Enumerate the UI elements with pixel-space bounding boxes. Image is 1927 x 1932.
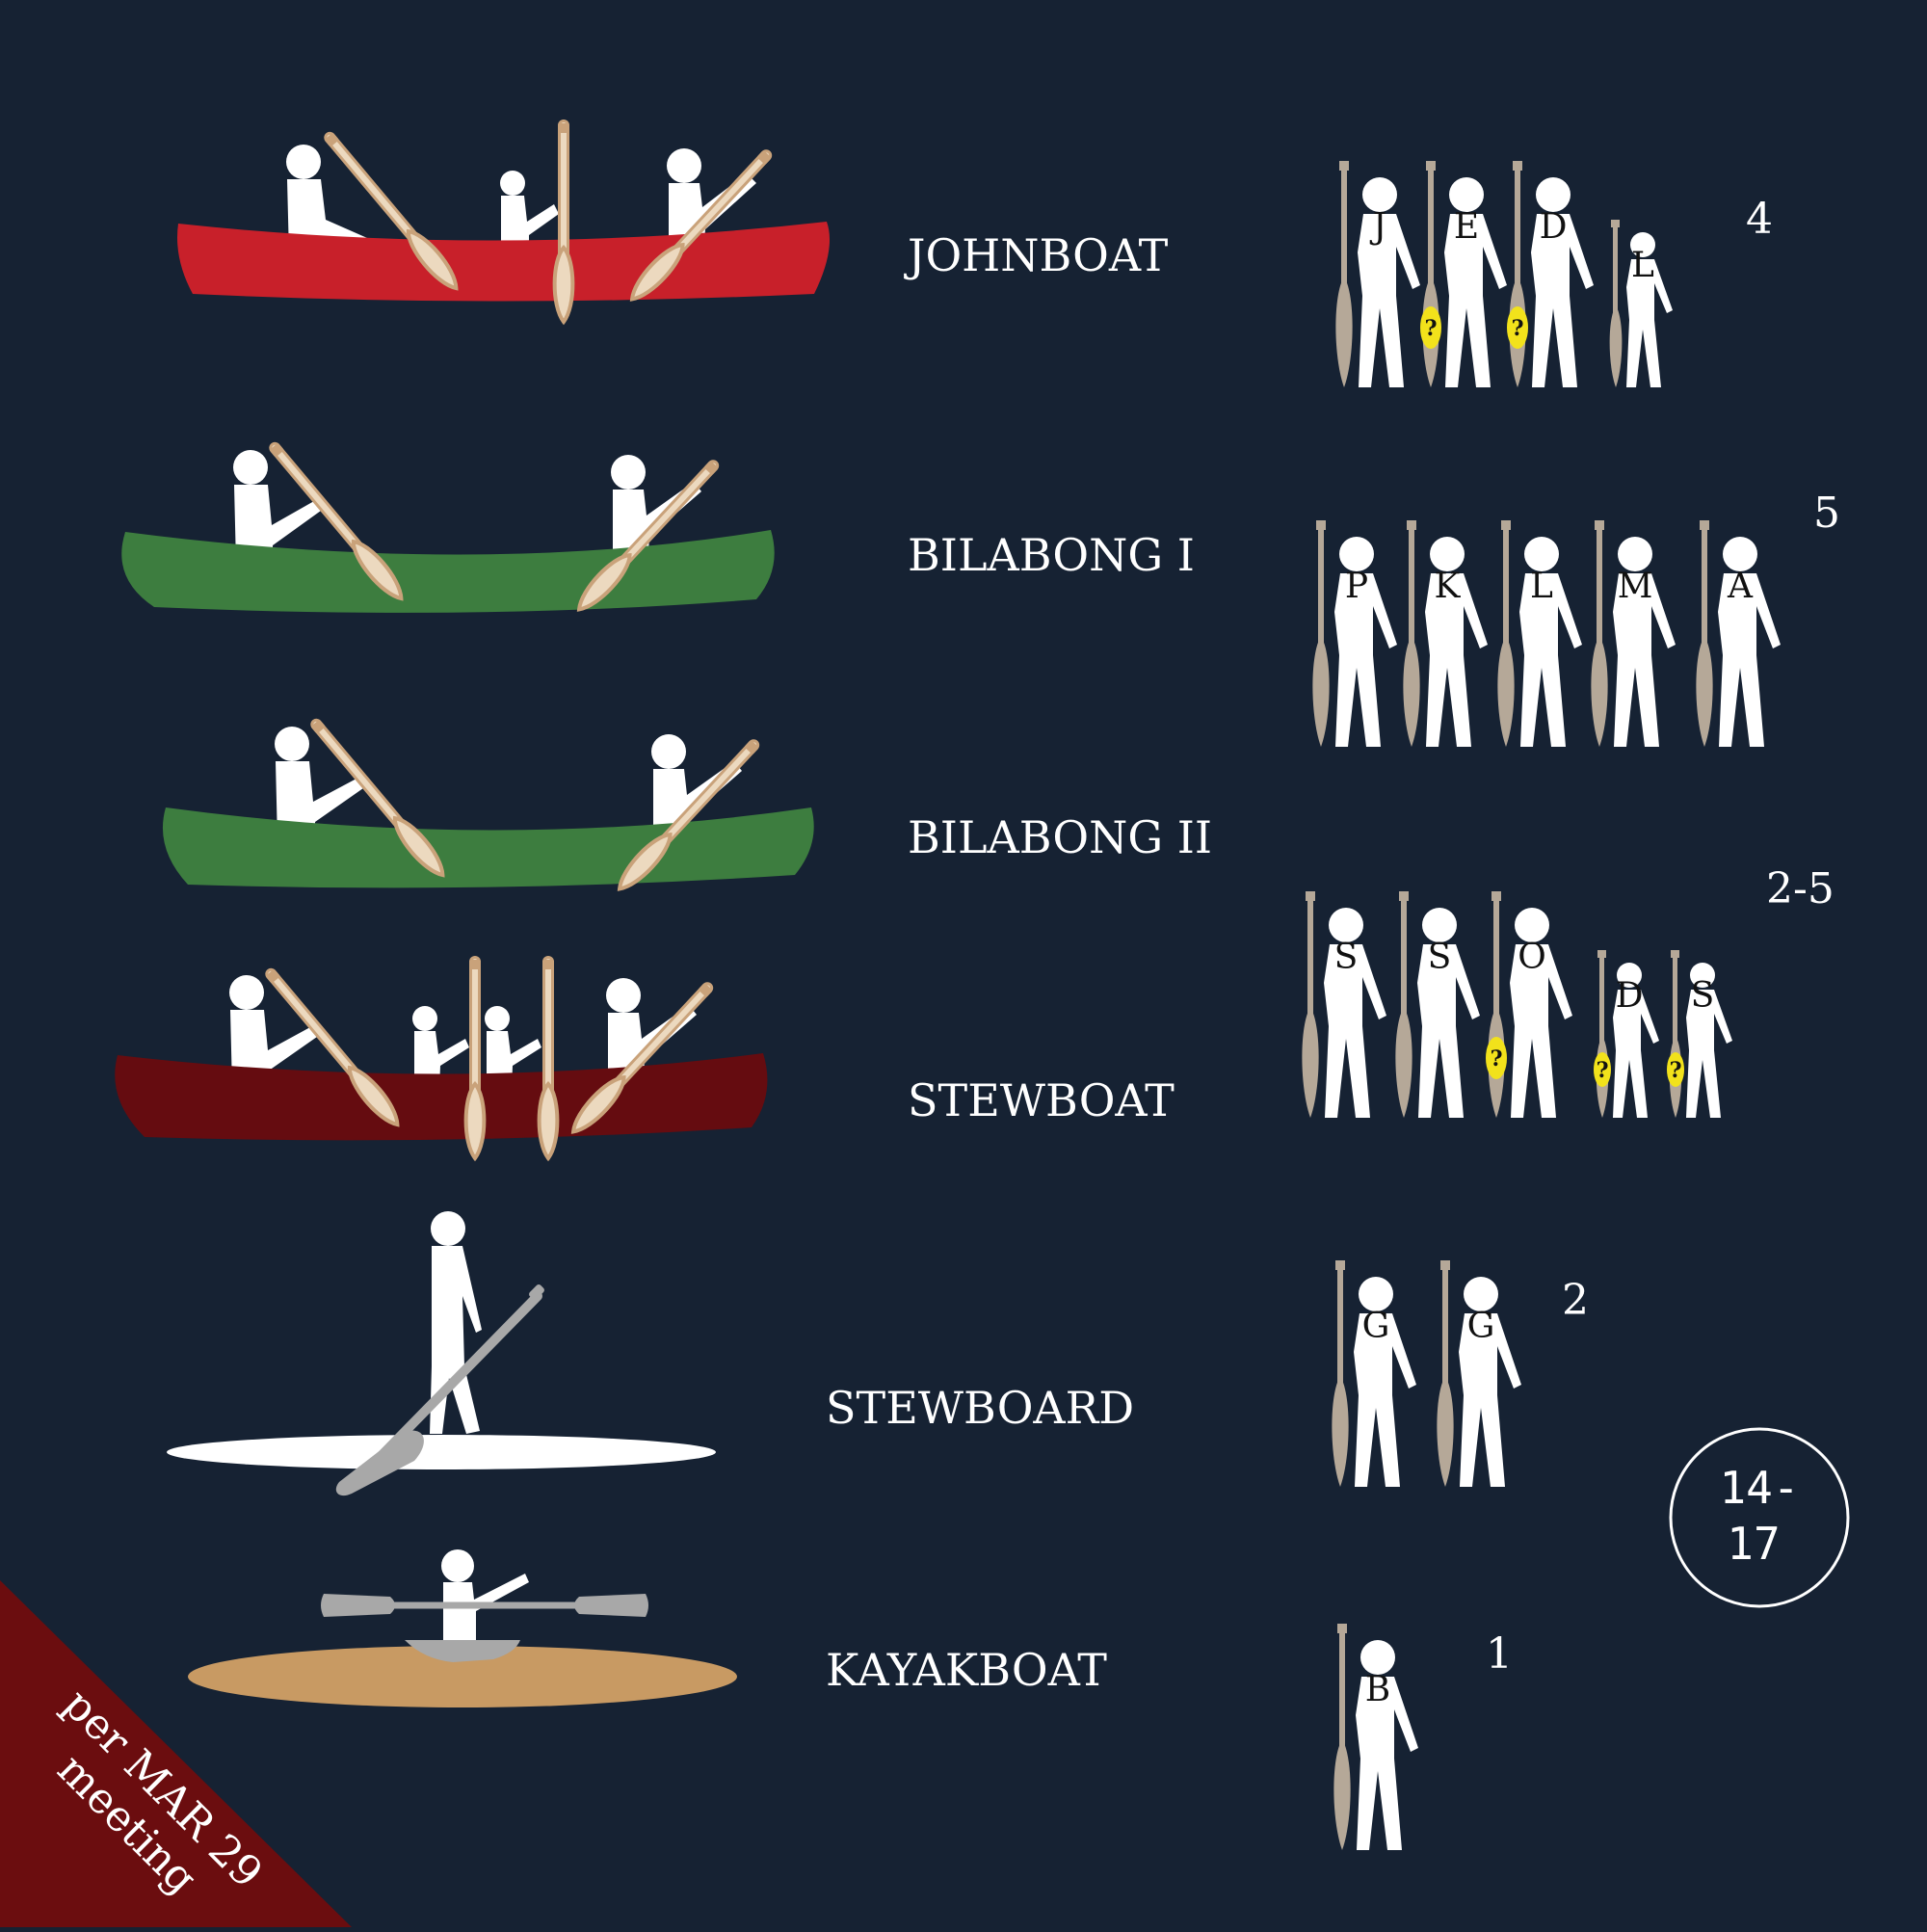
unsure-question-mark: ? <box>1512 316 1524 341</box>
paddler-initial: L <box>1530 567 1553 606</box>
unsure-question-mark: ? <box>1425 316 1438 341</box>
paddler-initial: S <box>1334 938 1359 977</box>
stewboard-illustration <box>167 1211 716 1496</box>
paddler-figure: A <box>1696 520 1781 747</box>
unsure-question-mark: ? <box>1491 1046 1503 1072</box>
boat-name-stewboard: STEWBOARD <box>826 1382 1134 1434</box>
paddler-figure: P <box>1312 520 1397 747</box>
paddler-figure: L <box>1497 520 1582 747</box>
unsure-marker <box>1594 1052 1611 1087</box>
johnboat-illustration <box>177 123 831 322</box>
ribbon-shape <box>0 1580 352 1927</box>
paddler-initial: S <box>1428 938 1452 977</box>
meeting-ribbon: per MAR 29 meeting <box>0 1580 352 1927</box>
paddler-figure: D? <box>1594 950 1659 1118</box>
paddler-initial: G <box>1362 1307 1390 1346</box>
paddler-initial: B <box>1365 1670 1390 1709</box>
paddler-initial: J <box>1369 207 1386 247</box>
boat-name-bilabong-i: BILABONG I <box>908 529 1195 581</box>
paddler-figure: M <box>1591 520 1676 747</box>
paddler-figure: S <box>1395 891 1480 1118</box>
paddler-figure: O? <box>1486 891 1572 1118</box>
paddler-figure: B <box>1333 1624 1418 1850</box>
paddler-figure: G <box>1332 1260 1416 1487</box>
boat-name-johnboat: JOHNBOAT <box>904 229 1169 281</box>
stewboat-illustration <box>115 960 768 1158</box>
paddler-initial: A <box>1727 567 1754 606</box>
paddler-figure: S <box>1302 891 1386 1118</box>
paddler-initial: G <box>1467 1307 1495 1346</box>
bilabong-i-illustration <box>121 440 775 616</box>
unsure-question-mark: ? <box>1597 1058 1609 1083</box>
count-stewboat: 2-5 <box>1766 864 1835 913</box>
paddler-initial: O <box>1518 938 1546 977</box>
paddler-initial: E <box>1454 207 1479 247</box>
total-line-2: 17 <box>1727 1518 1780 1570</box>
total-circle <box>1669 1427 1850 1608</box>
paddler-initial: S <box>1691 976 1715 1016</box>
paddler-initial: L <box>1631 246 1654 285</box>
paddler-figure: K <box>1403 520 1488 747</box>
unsure-question-mark: ? <box>1670 1058 1682 1083</box>
boat-name-kayakboat: KAYAKBOAT <box>826 1644 1107 1696</box>
count-johnboat: 4 <box>1746 195 1773 244</box>
paddler-figure: L <box>1609 220 1673 387</box>
paddler-roster: J E?D?LP K L M AS S O?D?S?G GB <box>1302 161 1781 1850</box>
paddler-figure: S? <box>1667 950 1732 1118</box>
paddler-initial: D <box>1540 207 1568 247</box>
total-line-1: 14- <box>1719 1462 1799 1514</box>
count-kayakboat: 1 <box>1486 1629 1513 1679</box>
boat-name-stewboat: STEWBOAT <box>908 1074 1175 1126</box>
paddler-figure: D? <box>1507 161 1594 387</box>
count-stewboard: 2 <box>1562 1276 1589 1325</box>
unsure-marker <box>1507 306 1528 349</box>
bilabong-ii-illustration <box>162 717 814 895</box>
paddler-initial: P <box>1345 567 1368 606</box>
paddler-figure: E? <box>1420 161 1507 387</box>
unsure-marker <box>1420 306 1441 349</box>
paddler-initial: M <box>1618 567 1653 606</box>
unsure-marker <box>1486 1037 1507 1079</box>
paddler-initial: K <box>1435 567 1462 606</box>
count-bilabong-i: 5 <box>1813 489 1840 538</box>
kayakboat-illustration <box>188 1549 737 1707</box>
paddler-figure: J <box>1335 161 1420 387</box>
paddler-figure: G <box>1437 1260 1521 1487</box>
paddler-initial: D <box>1616 976 1644 1016</box>
total-badge: 14- 17 <box>1669 1427 1850 1608</box>
boat-name-bilabong-ii: BILABONG II <box>908 811 1212 863</box>
unsure-marker <box>1667 1052 1684 1087</box>
